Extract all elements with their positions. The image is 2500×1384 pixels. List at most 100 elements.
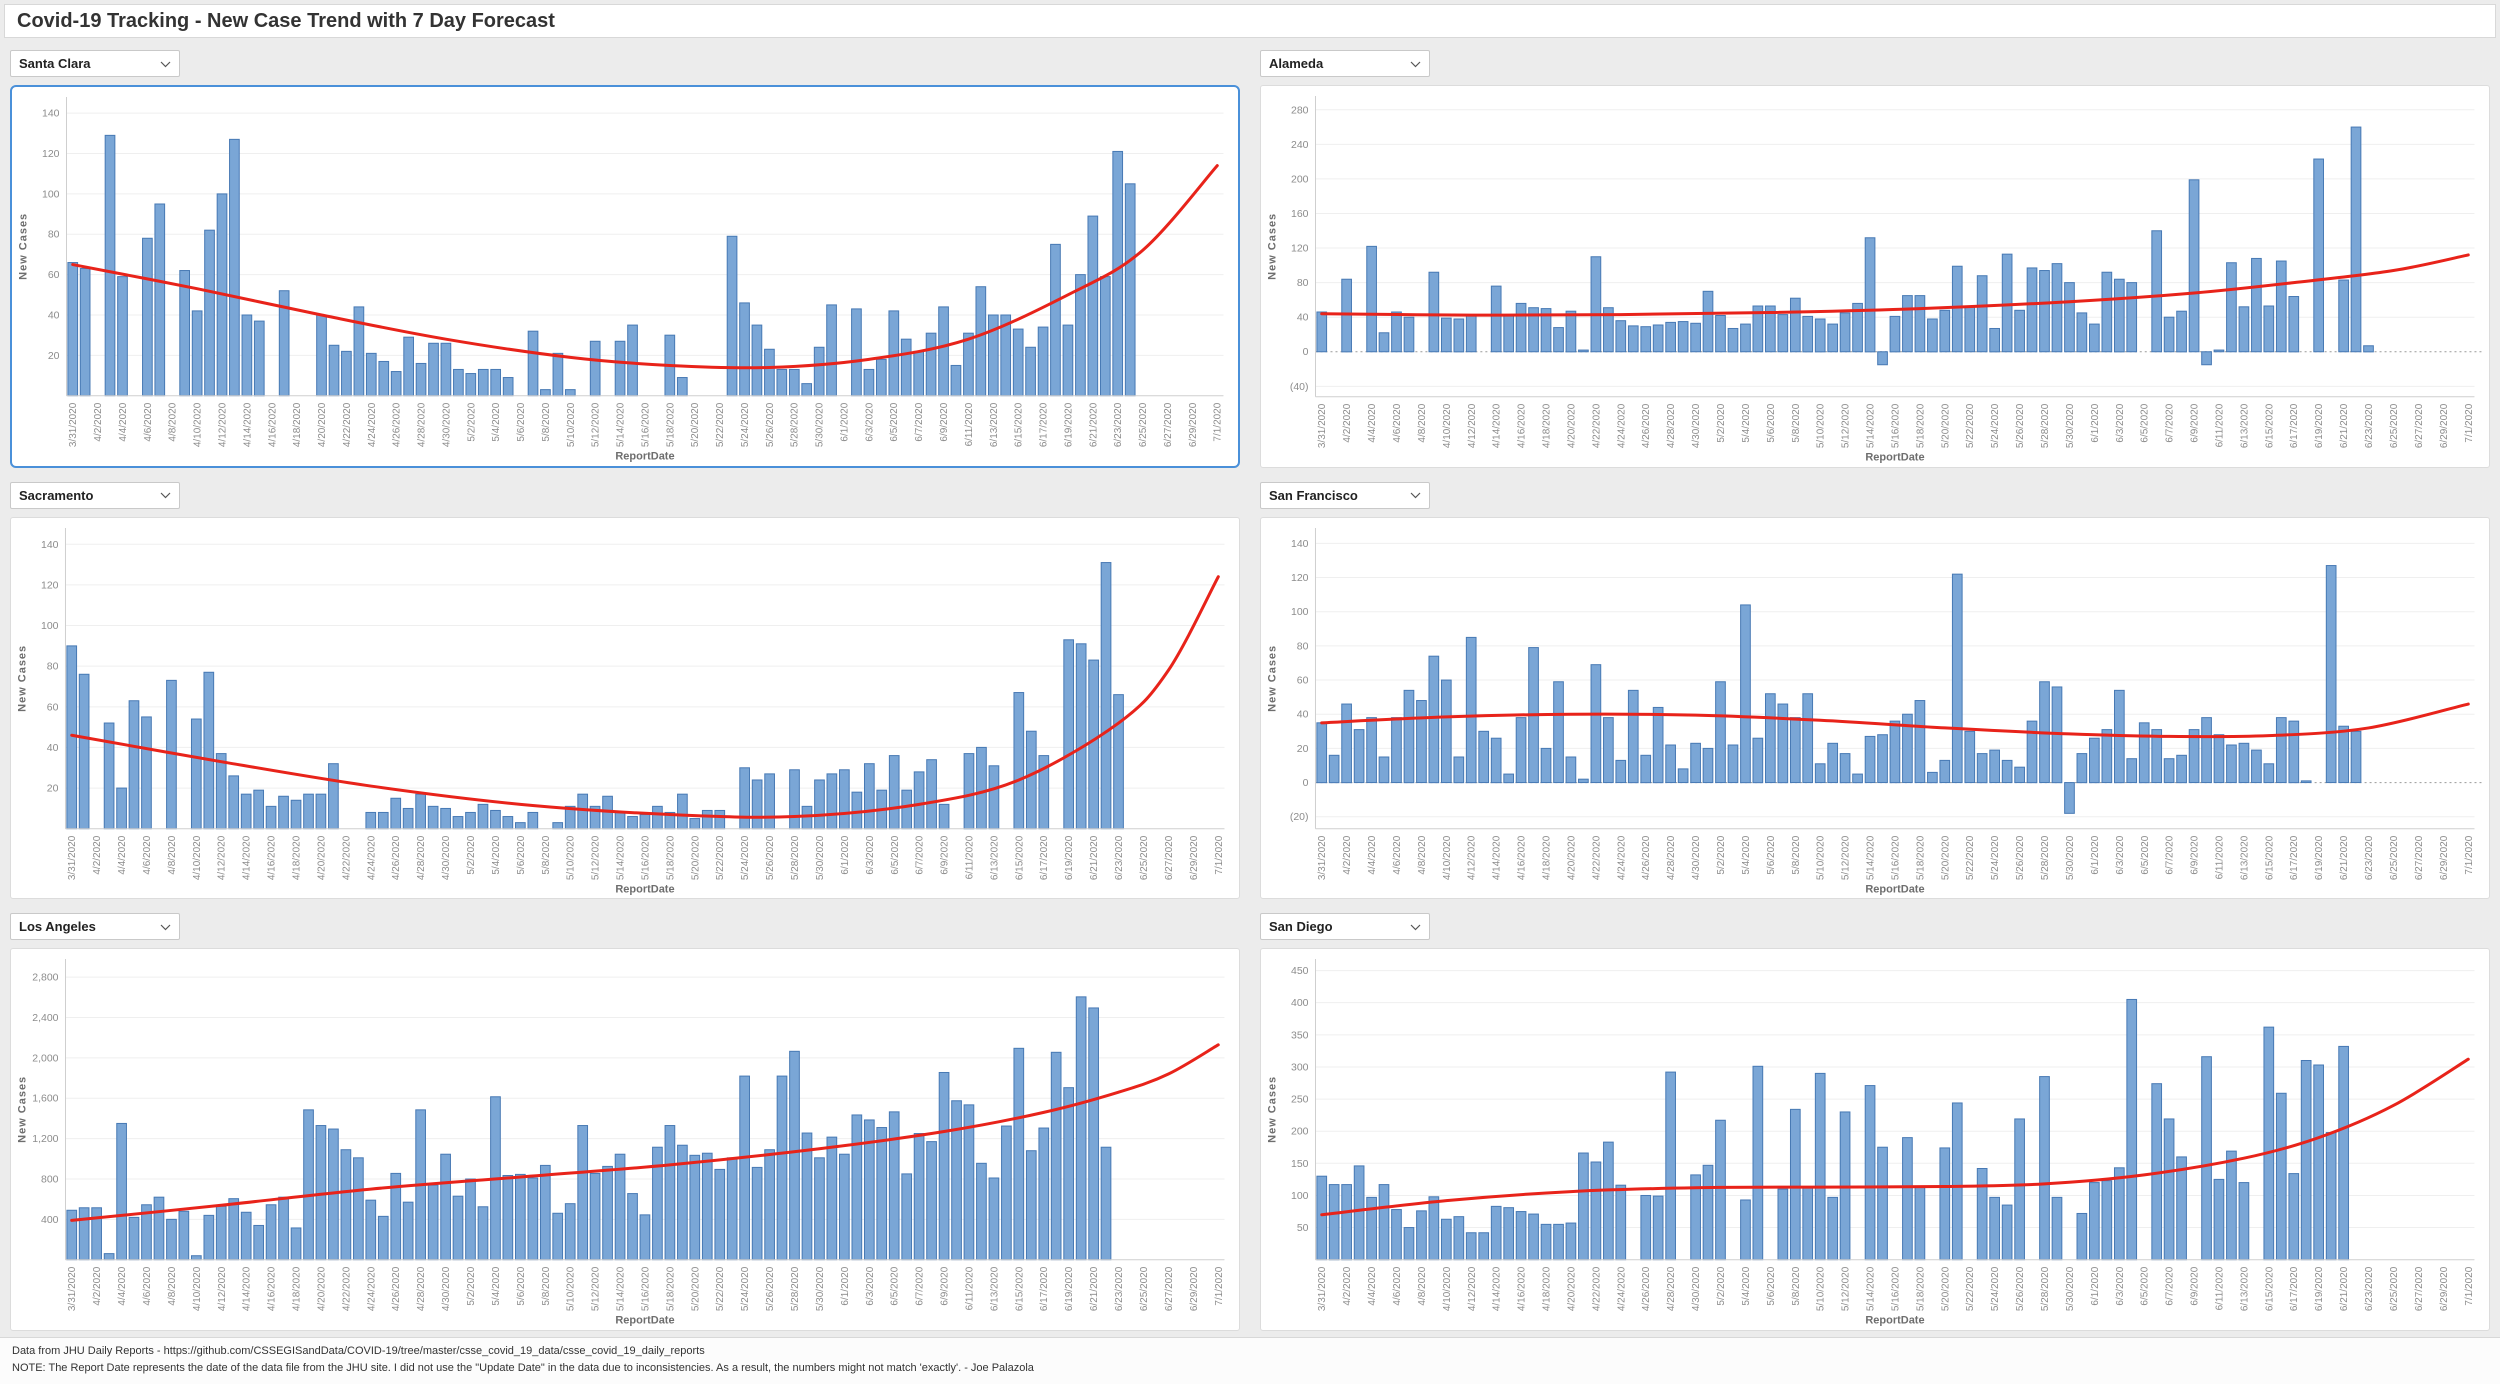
county-select-san-francisco[interactable]: San Francisco xyxy=(1260,481,1430,509)
svg-text:5/14/2020: 5/14/2020 xyxy=(616,835,627,880)
bar xyxy=(1652,1195,1664,1261)
bar xyxy=(1503,314,1515,353)
bar xyxy=(552,1213,564,1261)
bar xyxy=(1025,1150,1037,1261)
svg-text:4/18/2020: 4/18/2020 xyxy=(1542,403,1553,448)
svg-text:6/3/2020: 6/3/2020 xyxy=(865,1267,876,1306)
chart-panel-santa-clara: 140 120 100 80 60 40 20 3/31/2020 4/2/2020 4/4/20… xyxy=(10,85,1240,468)
chart-panel-san-francisco: 140 120 100 80 60 40 20 0 (20) 3/31/2020 4/2/2020 4… xyxy=(1260,516,2490,900)
bar xyxy=(1353,1165,1365,1261)
chart-sacramento[interactable]: 140 120 100 80 60 40 20 3/31/2020 4/2/2020 4/4/20… xyxy=(11,518,1239,899)
chart-alameda[interactable]: 280 240 200 160 120 80 40 0 (40) 3/31/2020 4/2/202… xyxy=(1261,86,2489,467)
bar xyxy=(589,340,601,397)
bar xyxy=(2350,126,2362,353)
svg-text:5/4/2020: 5/4/2020 xyxy=(491,835,502,874)
bar xyxy=(664,1125,676,1261)
bar xyxy=(1025,346,1036,397)
svg-text:4/10/2020: 4/10/2020 xyxy=(193,402,204,447)
chevron-down-icon xyxy=(160,55,171,73)
bar xyxy=(2076,1213,2088,1261)
bar xyxy=(1088,659,1099,829)
bar xyxy=(1490,285,1502,353)
bar xyxy=(453,368,464,397)
bar xyxy=(652,805,663,829)
svg-text:6/5/2020: 6/5/2020 xyxy=(890,1267,901,1306)
svg-text:6/29/2020: 6/29/2020 xyxy=(1189,1267,1200,1312)
chart-san-francisco[interactable]: 140 120 100 80 60 40 20 0 (20) 3/31/2020 4/2/2020 4… xyxy=(1261,518,2489,899)
bar xyxy=(303,793,314,829)
trend-line xyxy=(70,1043,1220,1223)
bar xyxy=(2238,1182,2250,1261)
bar xyxy=(1366,245,1377,353)
svg-text:5/6/2020: 5/6/2020 xyxy=(516,402,527,441)
svg-text:4/6/2020: 4/6/2020 xyxy=(1392,1267,1403,1306)
svg-text:6/15/2020: 6/15/2020 xyxy=(2264,403,2275,448)
svg-text:5/20/2020: 5/20/2020 xyxy=(690,1267,701,1312)
bar xyxy=(539,1165,551,1261)
svg-text:4/4/2020: 4/4/2020 xyxy=(117,835,128,874)
svg-text:140: 140 xyxy=(42,109,60,120)
svg-text:5/8/2020: 5/8/2020 xyxy=(541,1267,552,1306)
svg-text:5/8/2020: 5/8/2020 xyxy=(1791,403,1802,442)
svg-text:6/17/2020: 6/17/2020 xyxy=(1039,1267,1050,1312)
svg-text:3/31/2020: 3/31/2020 xyxy=(67,835,78,880)
svg-text:4/4/2020: 4/4/2020 xyxy=(1367,835,1378,874)
bar xyxy=(577,793,589,829)
bar xyxy=(577,1125,589,1261)
bar xyxy=(527,1177,539,1261)
chart-san-diego[interactable]: 450 400 350 300 250 200 150 100 50 3/31/2020 4/2/2… xyxy=(1261,949,2489,1330)
bar xyxy=(739,766,750,829)
bar xyxy=(128,1217,140,1261)
svg-text:5/22/2020: 5/22/2020 xyxy=(715,835,726,880)
svg-text:4/16/2020: 4/16/2020 xyxy=(1517,1267,1528,1312)
y-axis-title: New Cases xyxy=(18,213,30,280)
chart-los-angeles[interactable]: 2,800 2,400 2,000 1,600 1,200 800 400 3/31/2020… xyxy=(11,949,1239,1330)
svg-text:6/19/2020: 6/19/2020 xyxy=(1064,1267,1075,1312)
bar xyxy=(1827,323,1839,353)
svg-text:4/28/2020: 4/28/2020 xyxy=(1666,835,1677,880)
svg-text:5/26/2020: 5/26/2020 xyxy=(765,1267,776,1312)
bar xyxy=(103,722,115,829)
svg-text:6/3/2020: 6/3/2020 xyxy=(865,835,876,874)
county-select-sacramento[interactable]: Sacramento xyxy=(10,481,180,509)
bar xyxy=(91,1207,102,1261)
svg-text:5/22/2020: 5/22/2020 xyxy=(1965,1267,1976,1312)
bar xyxy=(1764,692,1776,783)
bar xyxy=(1814,762,1826,783)
bar xyxy=(1740,323,1751,353)
bar xyxy=(402,1201,414,1261)
bar xyxy=(1715,314,1726,353)
bar xyxy=(2014,1118,2025,1261)
svg-text:6/15/2020: 6/15/2020 xyxy=(1014,1267,1025,1312)
svg-text:40: 40 xyxy=(48,310,60,321)
county-select-los-angeles[interactable]: Los Angeles xyxy=(10,913,180,941)
bar xyxy=(901,789,913,829)
bar xyxy=(502,815,514,829)
bar xyxy=(1528,307,1539,353)
bar xyxy=(1553,680,1564,783)
bar xyxy=(1050,243,1061,397)
svg-text:6/7/2020: 6/7/2020 xyxy=(2165,835,2176,874)
svg-text:4/6/2020: 4/6/2020 xyxy=(142,1267,153,1306)
bar xyxy=(851,791,863,829)
bar xyxy=(1964,306,1976,353)
bar xyxy=(1976,275,1988,353)
bar xyxy=(2275,1093,2287,1261)
svg-text:4/28/2020: 4/28/2020 xyxy=(1666,403,1677,448)
bar xyxy=(2213,1179,2225,1261)
bar xyxy=(913,350,925,397)
svg-text:5/18/2020: 5/18/2020 xyxy=(665,402,676,447)
svg-text:5/18/2020: 5/18/2020 xyxy=(1915,1267,1926,1312)
chart-santa-clara[interactable]: 140 120 100 80 60 40 20 3/31/2020 4/2/2020 4/4/20… xyxy=(12,87,1238,466)
chart-section-los-angeles: Los Angeles 2,800 2,400 2,000 1,600 1,200 800… xyxy=(0,905,1250,1337)
bar xyxy=(540,389,551,397)
svg-text:6/1/2020: 6/1/2020 xyxy=(840,835,851,874)
county-select-santa-clara[interactable]: Santa Clara xyxy=(10,50,180,77)
bar xyxy=(1802,315,1814,353)
svg-text:280: 280 xyxy=(1291,105,1309,116)
svg-text:6/27/2020: 6/27/2020 xyxy=(2414,1267,2425,1312)
bar xyxy=(1690,322,1701,353)
county-select-alameda[interactable]: Alameda xyxy=(1260,50,1430,77)
svg-text:6/27/2020: 6/27/2020 xyxy=(2414,403,2425,448)
county-select-san-diego[interactable]: San Diego xyxy=(1260,913,1430,941)
